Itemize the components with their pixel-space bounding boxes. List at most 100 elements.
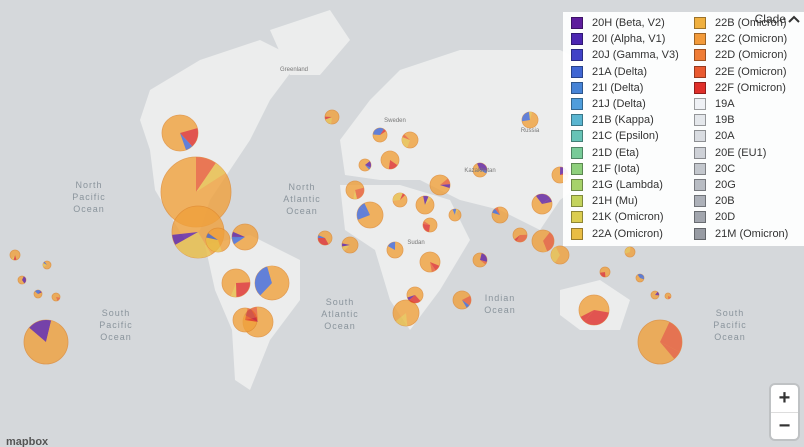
- pie: [599, 266, 611, 278]
- legend-swatch: [571, 98, 583, 110]
- place-label: Sweden: [384, 118, 406, 124]
- pie-slice: [423, 221, 430, 225]
- pie-slice: [267, 266, 274, 283]
- legend-label: 22A (Omicron): [592, 227, 663, 240]
- ocean-label: Pacific: [72, 192, 106, 202]
- pie: [17, 275, 27, 285]
- pie: [664, 292, 672, 300]
- pie-slice: [388, 242, 396, 250]
- pie-slice: [245, 308, 257, 320]
- pie: [452, 290, 472, 310]
- legend-label: 19A: [715, 98, 735, 110]
- ocean-label: Ocean: [73, 204, 105, 214]
- legend-label: 21A (Delta): [592, 65, 648, 78]
- pie: [221, 268, 251, 298]
- pie-slice: [402, 134, 410, 140]
- ocean-label: North: [75, 180, 102, 190]
- pie-slice: [341, 243, 350, 247]
- legend-label: 20G: [715, 179, 736, 191]
- pie-slice: [196, 163, 226, 192]
- legend-label: 22C (Omicron): [715, 33, 788, 46]
- pie-slice: [206, 233, 218, 240]
- pie-slice: [536, 193, 551, 204]
- legend-label: 21H (Mu): [592, 195, 638, 208]
- clade-pies: [9, 109, 683, 365]
- pie-slice: [56, 297, 59, 301]
- pie-slice: [425, 196, 432, 205]
- pie-slice: [600, 272, 605, 275]
- pie: [637, 319, 683, 365]
- legend-label: 20B: [715, 195, 735, 208]
- pie-slice: [492, 208, 500, 215]
- pie-slice: [35, 290, 41, 294]
- pie-slice: [516, 234, 527, 243]
- pie: [345, 180, 365, 200]
- pie-slice: [667, 296, 669, 300]
- pie-slice: [11, 255, 15, 260]
- pie-slice: [455, 209, 459, 215]
- ocean-label: Indian: [485, 293, 516, 303]
- legend-label: 21G (Lambda): [592, 179, 663, 191]
- pie: [521, 111, 539, 129]
- legend-title[interactable]: Clade: [754, 12, 786, 26]
- pie-slice: [393, 193, 403, 201]
- pie-slice: [43, 261, 47, 265]
- pie-slice: [180, 133, 193, 150]
- pie: [392, 299, 420, 327]
- pie: [422, 217, 438, 233]
- pie: [254, 265, 290, 301]
- pie-slice: [551, 247, 560, 263]
- pie-slice: [584, 310, 609, 325]
- zoom-out[interactable]: −: [771, 412, 798, 440]
- legend-swatch: [694, 33, 706, 46]
- pie-slice: [355, 187, 364, 199]
- legend-label: 22F (Omicron): [715, 81, 786, 94]
- legend-label: 21C (Epsilon): [592, 130, 659, 143]
- pie-slice: [514, 235, 520, 242]
- pie-slice: [245, 317, 257, 322]
- legend-label: 21D (Eta): [592, 146, 640, 159]
- pie: [650, 290, 660, 300]
- legend-swatch: [571, 130, 583, 143]
- legend-swatch: [694, 98, 706, 110]
- pie: [205, 227, 231, 253]
- legend-label: 20I (Alpha, V1): [592, 33, 666, 46]
- pie-slice: [422, 223, 430, 232]
- legend-label: 19B: [715, 114, 735, 127]
- pie-slice: [13, 255, 17, 261]
- pie-slice: [430, 262, 436, 272]
- legend-swatch: [694, 211, 706, 224]
- legend-swatch: [694, 179, 706, 191]
- pie-slice: [254, 266, 272, 296]
- ocean-label: South: [102, 308, 131, 318]
- pie-slice: [580, 310, 594, 322]
- legend-label: 20E (EU1): [715, 146, 767, 159]
- pie-slice: [543, 232, 554, 252]
- pie-slice: [529, 111, 533, 120]
- pie: [160, 156, 232, 228]
- legend-label: 21M (Omicron): [715, 227, 789, 240]
- pie-slice: [407, 295, 415, 301]
- pie: [448, 208, 462, 222]
- legend-swatch: [571, 162, 583, 175]
- pie-slice: [46, 320, 60, 342]
- ocean-label: North: [288, 182, 315, 192]
- pie: [578, 294, 610, 326]
- place-label: Greenland: [280, 67, 308, 73]
- pie: [419, 251, 441, 273]
- pie: [531, 229, 555, 253]
- ocean-label: South: [326, 297, 355, 307]
- place-label: Sudan: [407, 240, 424, 246]
- pie-slice: [318, 237, 329, 245]
- legend: Clade 20H (Beta, V2) 20I (Alpha, V1) 20J (…: [563, 12, 804, 246]
- pie-slice: [395, 313, 406, 325]
- pie: [406, 286, 424, 304]
- pie-slice: [660, 322, 683, 352]
- pie-slice: [655, 291, 659, 295]
- pie: [415, 195, 435, 215]
- legend-swatch: [571, 195, 583, 208]
- zoom-in[interactable]: +: [778, 387, 791, 409]
- collapse-icon[interactable]: [788, 14, 800, 24]
- attribution[interactable]: mapbox: [6, 436, 49, 447]
